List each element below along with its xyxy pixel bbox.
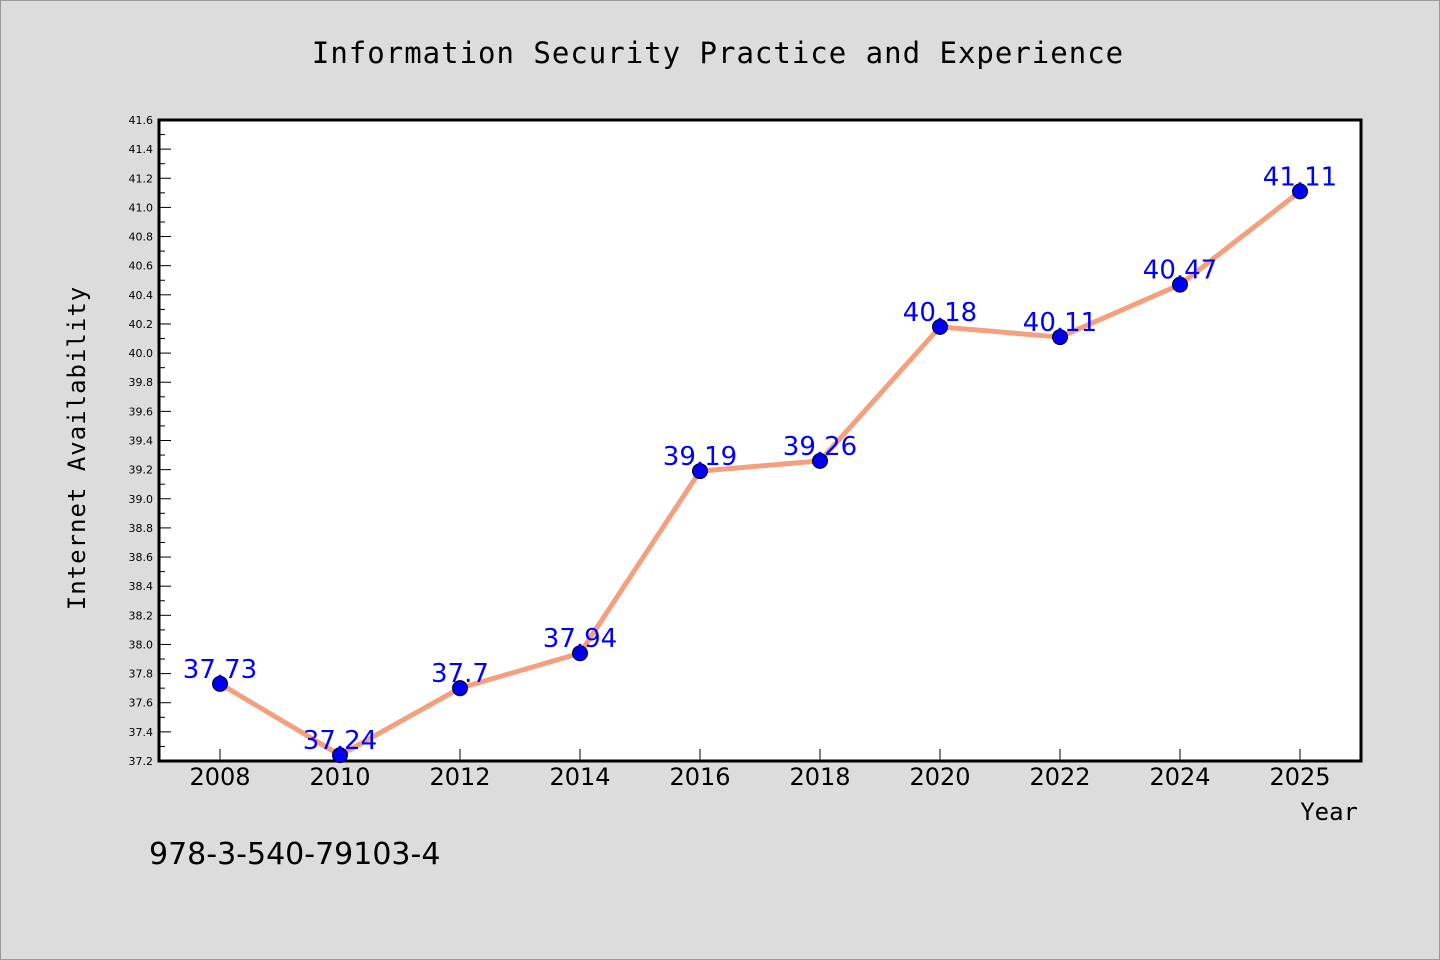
x-axis-label: Year [1300,798,1358,826]
data-label: 37.7 [431,659,489,689]
x-tick-label: 2012 [429,763,490,791]
y-tick-label: 37.8 [129,668,154,681]
y-tick-label: 37.6 [129,697,154,710]
x-tick-label: 2014 [549,763,610,791]
y-tick-label: 41.4 [129,143,154,156]
x-tick-label: 2018 [789,763,850,791]
isbn-footer-text: 978-3-540-79103-4 [149,837,440,872]
series-line-group [217,188,1303,758]
y-tick-label: 41.6 [129,114,154,127]
data-label: 40.18 [903,298,977,328]
data-label: 39.26 [783,432,857,462]
y-tick-label: 39.2 [129,464,154,477]
x-tick-label: 2020 [909,763,970,791]
data-label: 40.11 [1023,308,1097,338]
y-tick-label: 39.4 [129,435,154,448]
chart-title: Information Security Practice and Experi… [312,36,1124,70]
data-label: 37.73 [183,655,257,685]
data-label: 40.47 [1143,256,1217,286]
y-tick-label: 38.2 [129,609,154,622]
y-tick-label: 38.8 [129,522,154,535]
data-point [332,747,348,764]
y-axis: 37.2 37.4 37.6 37.8 38.0 38.2 38.4 38.6 38.8 39.0… [129,114,171,768]
series-line [217,188,1303,758]
x-tick-label: 2010 [309,763,370,791]
y-tick-label: 40.6 [129,260,154,273]
data-point [1292,183,1308,200]
y-tick-label: 38.4 [129,580,154,593]
y-tick-label: 39.6 [129,405,154,418]
data-label: 37.24 [303,726,377,756]
y-tick-label: 37.4 [129,726,154,739]
data-point [812,452,828,469]
data-point [932,318,948,335]
data-point [1052,329,1068,346]
y-tick-label: 40.4 [129,289,154,302]
data-label: 41.11 [1263,162,1337,192]
data-point [452,680,468,697]
data-point [572,645,588,662]
y-tick-label: 38.0 [129,638,154,651]
data-point [212,675,228,692]
x-axis: 2008 2010 2012 2014 2016 2018 2020 2022 2024 2025 [189,749,1331,791]
y-tick-label: 38.6 [129,551,154,564]
plot-area [157,118,1363,763]
x-tick-label: 2025 [1269,763,1330,791]
y-tick-label: 41.0 [129,201,154,214]
y-tick-label: 40.0 [129,347,154,360]
y-tick-label: 39.0 [129,493,154,506]
x-tick-label: 2016 [669,763,730,791]
data-label: 39.19 [663,442,737,472]
y-tick-label: 40.8 [129,231,154,244]
y-tick-label: 37.2 [129,755,154,768]
y-tick-label: 41.2 [129,172,154,185]
y-axis-label: Internet Availability [63,286,91,610]
data-point [692,463,708,480]
data-point [1172,276,1188,293]
y-tick-label: 39.8 [129,376,154,389]
x-tick-label: 2024 [1149,763,1210,791]
x-tick-label: 2022 [1029,763,1090,791]
marker-group [212,183,1308,764]
y-tick-label: 40.2 [129,318,154,331]
data-label-group: 37.73 37.24 37.7 37.94 39.19 39.26 40.18 40.11 4… [183,162,1337,756]
data-label: 37.94 [543,624,617,654]
x-tick-label: 2008 [189,763,250,791]
